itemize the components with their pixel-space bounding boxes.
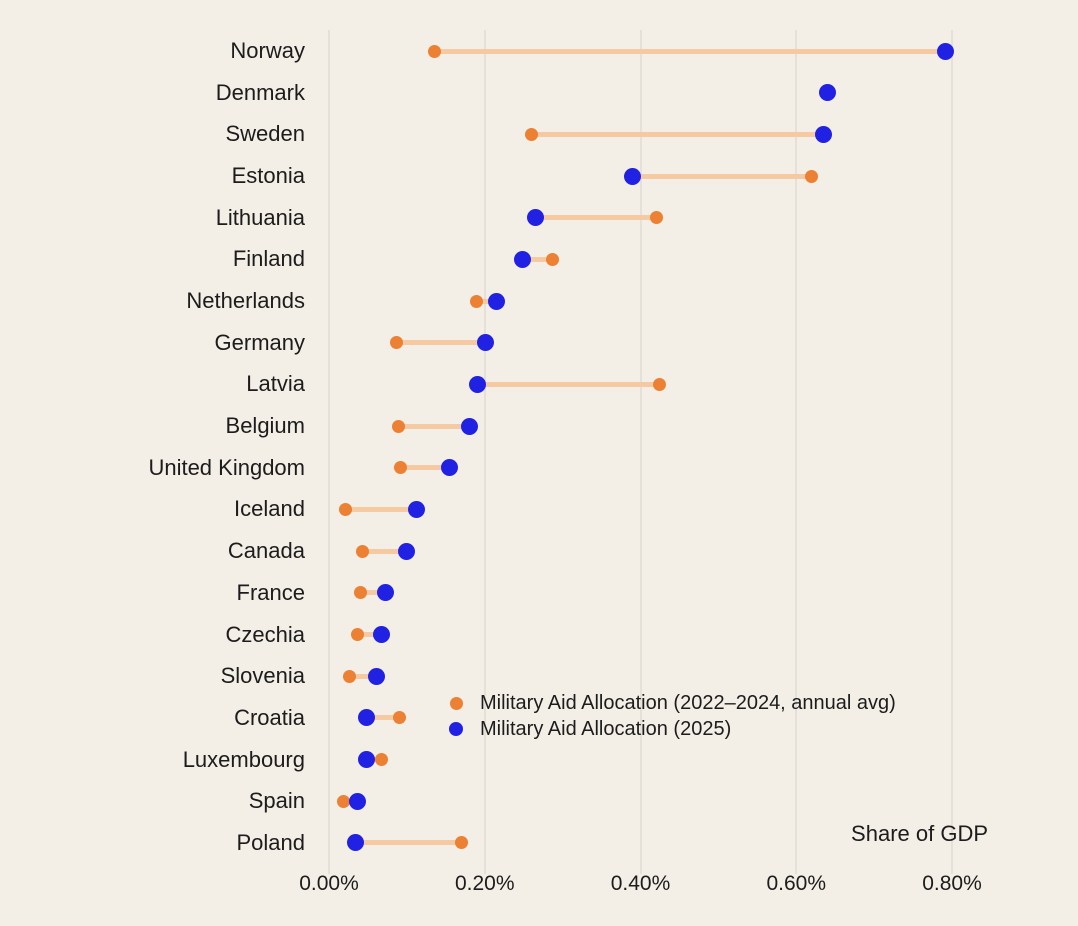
dot-2025 [398, 542, 416, 560]
dot-2025 [346, 834, 364, 852]
country-label: Canada [227, 538, 305, 564]
dot-avg-2022-2024 [390, 336, 404, 350]
dot-avg-2022-2024 [546, 252, 559, 266]
dot-2025 [477, 334, 495, 352]
dumbbell-connector [349, 673, 377, 679]
country-label: Lithuania [215, 204, 305, 230]
country-label: United Kingdom [148, 454, 305, 480]
dot-avg-2022-2024 [338, 502, 352, 516]
dot-avg-2022-2024 [393, 711, 407, 725]
dumbbell-connector [434, 48, 946, 54]
country-label: Luxembourg [182, 746, 305, 772]
legend-marker-avg-2022-2024-icon [450, 697, 463, 710]
dot-avg-2022-2024 [336, 794, 350, 808]
dot-2025 [469, 375, 487, 393]
gridline [795, 30, 798, 866]
dumbbell-connector [400, 465, 450, 471]
dot-2025 [441, 459, 459, 477]
country-label: Spain [248, 788, 305, 814]
dot-avg-2022-2024 [427, 44, 441, 58]
dumbbell-connector [366, 715, 400, 721]
dumbbell-connector [357, 632, 382, 638]
dumbbell-connector [398, 423, 470, 429]
dot-avg-2022-2024 [454, 836, 468, 850]
dot-avg-2022-2024 [342, 669, 356, 683]
legend-label-avg-2022-2024: Military Aid Allocation (2022–2024, annu… [480, 692, 896, 714]
legend-label-2025: Military Aid Allocation (2025) [480, 718, 732, 740]
dot-2025 [937, 42, 955, 60]
country-label: Latvia [246, 371, 305, 397]
x-tick-label: 0.20% [454, 872, 515, 895]
axis-tick [639, 866, 642, 874]
country-label: Germany [214, 329, 305, 355]
dumbbell-connector [531, 131, 824, 137]
dot-avg-2022-2024 [805, 169, 819, 183]
x-tick-label: 0.60% [766, 872, 827, 895]
gridline [639, 30, 642, 866]
country-label: Slovenia [220, 663, 305, 689]
axis-tick [483, 866, 486, 874]
country-label: Netherlands [186, 288, 305, 314]
dot-avg-2022-2024 [375, 753, 389, 767]
dot-2025 [624, 167, 642, 185]
dot-2025 [815, 125, 832, 143]
dot-avg-2022-2024 [350, 628, 364, 642]
dumbbell-connector [535, 215, 657, 221]
axis-tick [951, 866, 953, 874]
country-label: France [236, 579, 305, 605]
country-label: Norway [230, 38, 305, 63]
country-label: Denmark [215, 79, 305, 105]
x-tick-label: 0.40% [610, 872, 671, 895]
dot-avg-2022-2024 [652, 377, 666, 391]
dumbbell-connector [396, 340, 486, 346]
dumbbell-connector [355, 840, 462, 846]
dot-2025 [368, 667, 385, 685]
gridline [951, 30, 953, 866]
dumbbell-connector [476, 298, 497, 304]
dot-avg-2022-2024 [470, 294, 484, 308]
dumbbell-connector [362, 548, 407, 554]
gridline [328, 30, 330, 866]
country-label: Poland [236, 829, 305, 855]
dot-avg-2022-2024 [353, 586, 367, 600]
country-label: Estonia [231, 163, 305, 189]
dumbbell-connector [522, 256, 553, 262]
dot-2025 [487, 292, 505, 310]
country-label: Iceland [234, 496, 305, 522]
dumbbell-connector [477, 381, 660, 387]
dot-2025 [526, 209, 544, 227]
legend-marker-2025-icon [449, 722, 463, 736]
dot-avg-2022-2024 [355, 544, 369, 558]
dot-2025 [357, 709, 375, 727]
dot-2025 [818, 84, 836, 102]
x-axis-title: Share of GDP [851, 821, 988, 846]
x-tick-label: 0.00% [299, 872, 359, 895]
dot-2025 [408, 500, 426, 518]
dumbbell-connector [360, 590, 386, 596]
dot-2025 [376, 584, 394, 602]
axis-tick [795, 866, 798, 874]
country-label: Sweden [225, 121, 305, 147]
country-label: Croatia [234, 704, 305, 730]
country-label: Czechia [225, 621, 305, 647]
dot-avg-2022-2024 [391, 419, 405, 433]
dot-avg-2022-2024 [649, 211, 663, 225]
dot-2025 [373, 626, 391, 644]
dumbbell-connector [632, 173, 812, 179]
gridline [483, 30, 486, 866]
axis-tick [328, 866, 330, 874]
country-label: Belgium [225, 413, 305, 439]
dot-2025 [357, 751, 375, 769]
dumbbell-connector [345, 506, 417, 512]
dot-2025 [460, 417, 478, 435]
dot-2025 [348, 792, 366, 810]
dot-avg-2022-2024 [394, 461, 408, 475]
dot-avg-2022-2024 [524, 127, 538, 141]
x-tick-label: 0.80% [922, 872, 982, 895]
country-label: Finland [232, 246, 305, 272]
dot-2025 [513, 250, 531, 268]
